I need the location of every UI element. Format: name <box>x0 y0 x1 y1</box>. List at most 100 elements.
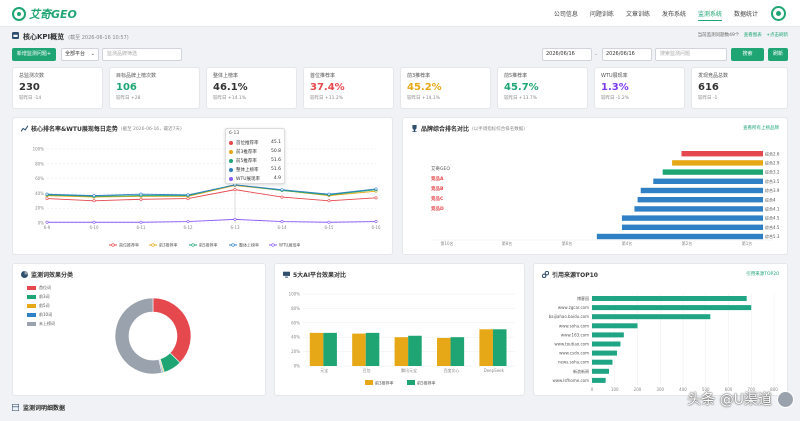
pie-legend-item[interactable]: 前3词 <box>27 294 50 300</box>
y-tick-label: 80% <box>35 161 44 166</box>
series-line <box>47 218 377 223</box>
view-chart-link[interactable]: 查看图表 <box>743 33 762 38</box>
nav-data-stats[interactable]: 数据统计 <box>733 11 758 18</box>
x-tick-label: 300 <box>656 387 664 392</box>
nav-question-training[interactable]: 问题训练 <box>589 11 614 18</box>
x-tick-label: 6-16 <box>371 225 381 230</box>
kpi-delta: 较昨日 -1 <box>698 96 718 101</box>
kpi-delta: 较昨日 +11.2% <box>310 96 343 101</box>
main-nav: 公司信息 问题训练 文章训练 发布系统 监测系统 数据统计 <box>542 9 758 21</box>
kpi-delta: 较昨日 +28 <box>116 96 141 101</box>
data-point <box>280 188 284 192</box>
brand-bar <box>662 169 763 175</box>
trend-tooltip: 6-13 首位推荐率 45.1 前3推荐率 50.8 前5推荐率 51.6 整体上榜率 51.… <box>225 128 285 184</box>
refresh-link[interactable]: +点击刷新 <box>766 33 788 38</box>
nav-article-training[interactable]: 文章训练 <box>625 11 650 18</box>
page-subtitle: (截至 2026-06-16 10:57) <box>68 35 129 41</box>
legend-label: 首位词 <box>39 285 51 290</box>
brand-card-title: 品牌综合排名对比 (以手调指标综合排名数据) <box>411 124 525 133</box>
legend-label: 前3词 <box>39 294 50 299</box>
monitor-icon <box>283 271 290 278</box>
pie-legend-item[interactable]: 未上榜词 <box>27 321 55 327</box>
search-button[interactable]: 搜索 <box>731 48 764 61</box>
nav-publish-system[interactable]: 发布系统 <box>661 11 686 18</box>
line-chart-icon <box>21 125 28 132</box>
keyword-search-input[interactable]: 搜索监测问题 <box>655 48 727 61</box>
tooltip-value: 51.6 <box>270 167 281 172</box>
platform-select[interactable]: 全部平台 ⌄ <box>61 48 99 61</box>
legend-label: 整体上榜率 <box>239 242 259 248</box>
sources-card: 引用来源TOP10 引用来源TOP20 0 100 200 300 400 500 600 7… <box>533 263 788 396</box>
date-start-input[interactable]: 2026/06/16 <box>542 48 592 61</box>
data-point <box>327 220 331 224</box>
y-tick-label: 40% <box>35 191 44 196</box>
kpi-delta: 较昨日 +13.7% <box>504 96 537 101</box>
detail-section-title: 监测词明细数据 <box>12 403 65 412</box>
legend-label: 前5推荐率 <box>199 242 218 248</box>
platform-bar <box>479 329 493 366</box>
tooltip-label: 整体上榜率 <box>236 167 259 173</box>
brand-rank-chart[interactable]: 综合2.6 综合2.9 综合3.2 综合3.5 综合3.9 综合4 综合4.1 综合4.5 综合… <box>403 118 789 256</box>
brand-bar-label: 综合5.3 <box>765 233 780 239</box>
pie-slice <box>152 297 192 364</box>
tooltip-dot <box>229 149 233 154</box>
brand-rank-card: 品牌综合排名对比 (以手调指标综合排名数据) 查看所有上榜品牌 综合2.6 综合2… <box>402 117 788 255</box>
data-point <box>45 220 49 224</box>
dashboard-icon <box>12 32 19 39</box>
brand-bar <box>621 215 763 221</box>
add-monitor-button[interactable]: 新增监测问题+ <box>12 48 56 61</box>
pie-legend-item[interactable]: 前5词 <box>27 303 50 309</box>
pie-chart-icon <box>21 271 28 278</box>
source-label: 新浪新闻 <box>573 368 589 374</box>
trend-title: 核心排名率&WTU展现每日走势 <box>31 126 118 133</box>
legend-swatch <box>365 380 373 385</box>
legend-swatch <box>27 304 36 308</box>
brand-name: 竞品A <box>430 175 444 182</box>
link-icon <box>542 271 549 278</box>
source-bar <box>592 305 752 311</box>
all-brands-link[interactable]: 查看所有上榜品牌 <box>743 126 779 131</box>
pie-legend-item[interactable]: 前10词 <box>27 312 52 318</box>
kpi-card: 发现竞品总数 616 较昨日 -1 <box>691 67 788 109</box>
source-bar <box>592 314 711 320</box>
x-tick-label: 0 <box>591 387 594 392</box>
nav-company-info[interactable]: 公司信息 <box>553 11 578 18</box>
brand-filter-input[interactable]: 监测品牌筛选 <box>102 48 182 61</box>
reset-button[interactable]: 刷新 <box>768 48 788 61</box>
legend-label: 前5推荐率 <box>417 380 436 386</box>
pie-card-title: 监测词效果分类 <box>21 270 73 279</box>
sources-chart[interactable]: 0 100 200 300 400 500 600 700 800 博客园 www.zgcar.co… <box>534 264 789 397</box>
series-line <box>46 184 377 197</box>
tooltip-label: 前3推荐率 <box>236 149 257 155</box>
nav-monitor-system[interactable]: 监测系统 <box>697 9 722 21</box>
date-separator: - <box>595 51 598 58</box>
pie-chart[interactable] <box>13 264 267 397</box>
source-label: www.sohu.com <box>559 323 589 328</box>
pie-legend-item[interactable]: 首位词 <box>27 285 51 291</box>
header-right: 当前监测问题数49个 查看图表 +点击刷新 <box>698 32 788 38</box>
kpi-value: 1.3% <box>601 82 629 93</box>
trend-chart[interactable]: 0% 20% 40% 60% 80% 100% 6-9 6-10 6-11 6-12 6-13 6-1… <box>13 118 394 256</box>
x-tick-label: 100 <box>611 387 619 392</box>
x-tick-label: 200 <box>634 387 642 392</box>
legend-swatch <box>27 295 36 299</box>
source-label: baijiahao.baidu.com <box>549 314 590 319</box>
legend-label: 未上榜词 <box>39 321 55 326</box>
kpi-value: 616 <box>698 82 719 93</box>
data-point <box>186 193 190 197</box>
x-tick-label: 400 <box>679 387 687 392</box>
source-bar <box>592 296 747 301</box>
platform-chart[interactable]: 0% 20% 40% 60% 80% 100% 元宝 豆包 腾讯元宝 百度文心 DeepSeek 前3… <box>275 264 526 397</box>
data-point <box>92 199 96 203</box>
user-menu-icon[interactable] <box>771 6 786 21</box>
app-logo[interactable]: 艾奇GEO <box>12 6 77 22</box>
legend-label: 前3推荐率 <box>375 380 394 386</box>
date-end-input[interactable]: 2026/06/16 <box>602 48 652 61</box>
x-tick-label: 豆包 <box>363 367 371 373</box>
kpi-label: WTU展现率 <box>601 73 628 79</box>
y-tick-label: 20% <box>35 206 44 211</box>
sources-top20-link[interactable]: 引用来源TOP20 <box>746 272 779 277</box>
data-point <box>139 197 143 201</box>
kpi-delta: 较昨日 +14.1% <box>213 96 246 101</box>
kpi-value: 45.7% <box>504 82 539 93</box>
